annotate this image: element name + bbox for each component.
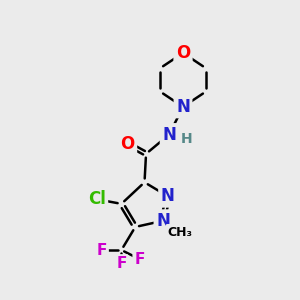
Text: H: H: [180, 132, 192, 146]
Text: N: N: [161, 187, 175, 205]
Text: F: F: [96, 243, 106, 258]
Text: Cl: Cl: [88, 190, 106, 208]
Text: N: N: [176, 98, 190, 116]
Text: N: N: [162, 126, 176, 144]
Text: F: F: [135, 252, 145, 267]
Text: N: N: [156, 212, 170, 230]
Text: CH₃: CH₃: [167, 226, 192, 239]
Text: F: F: [116, 256, 127, 272]
Text: O: O: [176, 44, 190, 62]
Text: O: O: [120, 135, 135, 153]
